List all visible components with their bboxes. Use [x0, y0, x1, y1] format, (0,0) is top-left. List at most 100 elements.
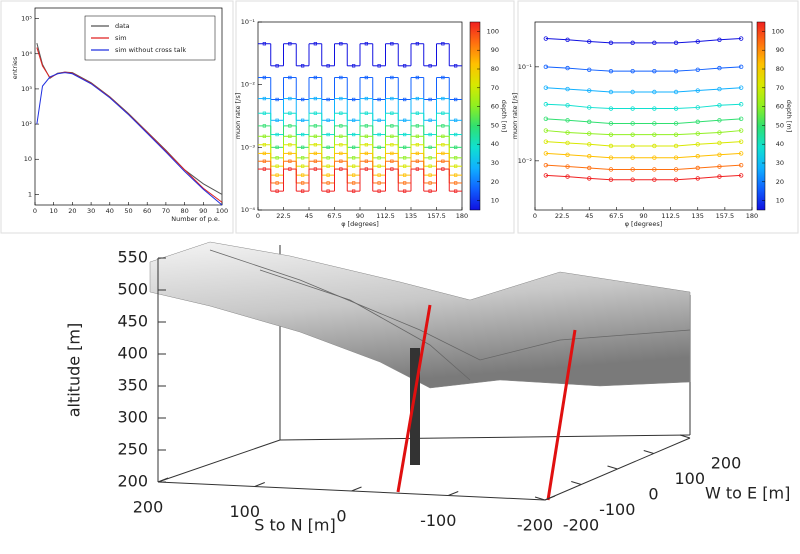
series-marker	[630, 121, 635, 126]
y-tick	[607, 465, 618, 470]
colorbar-tick-label: 10	[491, 197, 499, 205]
series-marker	[673, 132, 679, 137]
series-marker	[630, 89, 635, 95]
series-marker	[587, 67, 592, 73]
series-marker	[565, 174, 570, 179]
step-marker	[300, 189, 305, 193]
series-marker	[543, 102, 549, 107]
x-tick-label: 180	[456, 212, 468, 220]
step-marker	[415, 96, 420, 101]
y-tick-label: 10⁻³	[241, 143, 256, 151]
step-marker	[339, 124, 343, 128]
step-marker	[428, 156, 432, 160]
step-marker	[390, 42, 394, 46]
series-marker	[630, 177, 635, 182]
series-marker	[565, 140, 570, 146]
step-marker	[390, 124, 394, 128]
step-marker	[377, 145, 381, 149]
x-tick	[448, 491, 459, 496]
y-tick-label: 10⁻²	[518, 157, 533, 165]
x-axis-label: S to N [m]	[254, 516, 336, 535]
x-tick-label: 80	[180, 207, 188, 215]
step-marker	[415, 124, 420, 128]
step-marker	[313, 42, 318, 46]
x-tick-label: 100	[229, 502, 260, 521]
step-marker	[339, 111, 343, 115]
step-marker	[262, 42, 267, 46]
step-marker	[326, 145, 330, 149]
series-marker	[587, 154, 592, 159]
y-tick-label: -100	[599, 500, 635, 519]
y-tick-label: 100	[674, 469, 705, 488]
step-marker	[351, 173, 356, 177]
series-marker	[543, 162, 549, 168]
panel-border	[0, 0, 234, 234]
step-marker	[402, 97, 407, 102]
series-line	[545, 152, 742, 159]
y-tick-label: 10⁻²	[241, 81, 256, 89]
step-marker	[262, 111, 267, 115]
x-tick	[254, 482, 265, 487]
step-marker	[402, 156, 407, 160]
step-marker	[300, 156, 305, 160]
z-tick-label: 550	[117, 248, 148, 267]
series-marker	[565, 86, 570, 92]
series-marker	[608, 132, 614, 137]
step-marker	[275, 97, 279, 102]
colorbar-tick-label: 90	[776, 46, 784, 54]
x-tick-label: 50	[124, 207, 132, 215]
series-marker	[608, 106, 614, 111]
y-tick-label: -200	[563, 516, 599, 535]
series-marker	[738, 173, 744, 178]
y-tick-label: 10⁻¹	[518, 63, 533, 71]
step-marker	[390, 159, 394, 163]
step-marker	[377, 164, 381, 168]
series-marker	[565, 118, 570, 123]
series-marker	[738, 85, 744, 90]
step-marker	[313, 134, 318, 138]
step-marker	[351, 156, 356, 160]
step-marker	[377, 181, 381, 185]
x-tick-label: 180	[746, 212, 758, 220]
step-marker	[275, 118, 279, 122]
series-marker	[565, 65, 570, 71]
step-marker	[351, 64, 356, 68]
step-marker	[453, 145, 458, 149]
step-marker	[262, 159, 267, 163]
y-tick-label: 10	[24, 155, 32, 163]
y-tick	[643, 450, 654, 454]
step-marker	[300, 164, 305, 168]
step-marker	[262, 96, 267, 101]
series-marker	[565, 103, 570, 108]
step-marker	[441, 159, 445, 163]
z-tick-label: 400	[117, 344, 148, 363]
series-marker	[717, 130, 722, 135]
step-marker	[364, 42, 369, 46]
series-marker	[695, 176, 700, 181]
x-tick	[544, 495, 556, 501]
step-marker	[453, 181, 458, 185]
step-marker	[441, 143, 445, 147]
y-tick-label: 10⁻⁴	[241, 206, 256, 214]
panel-border	[517, 0, 799, 234]
step-marker	[428, 118, 432, 122]
series-marker	[565, 152, 570, 157]
series-marker	[695, 67, 700, 73]
series-marker	[608, 89, 614, 95]
step-marker	[390, 151, 394, 156]
series-marker	[738, 162, 744, 168]
series-marker	[630, 132, 635, 137]
series-marker	[717, 118, 722, 123]
step-marker	[326, 189, 330, 193]
step-marker	[275, 132, 279, 137]
series-marker	[543, 173, 549, 178]
step-marker	[326, 132, 330, 137]
step-marker	[377, 189, 381, 193]
step-marker	[313, 96, 318, 101]
series-marker	[673, 177, 679, 182]
y-tick	[571, 481, 582, 485]
step-marker	[288, 134, 292, 138]
step-marker	[300, 64, 305, 68]
step-marker	[415, 167, 420, 171]
y-tick-label: 0	[648, 485, 658, 504]
